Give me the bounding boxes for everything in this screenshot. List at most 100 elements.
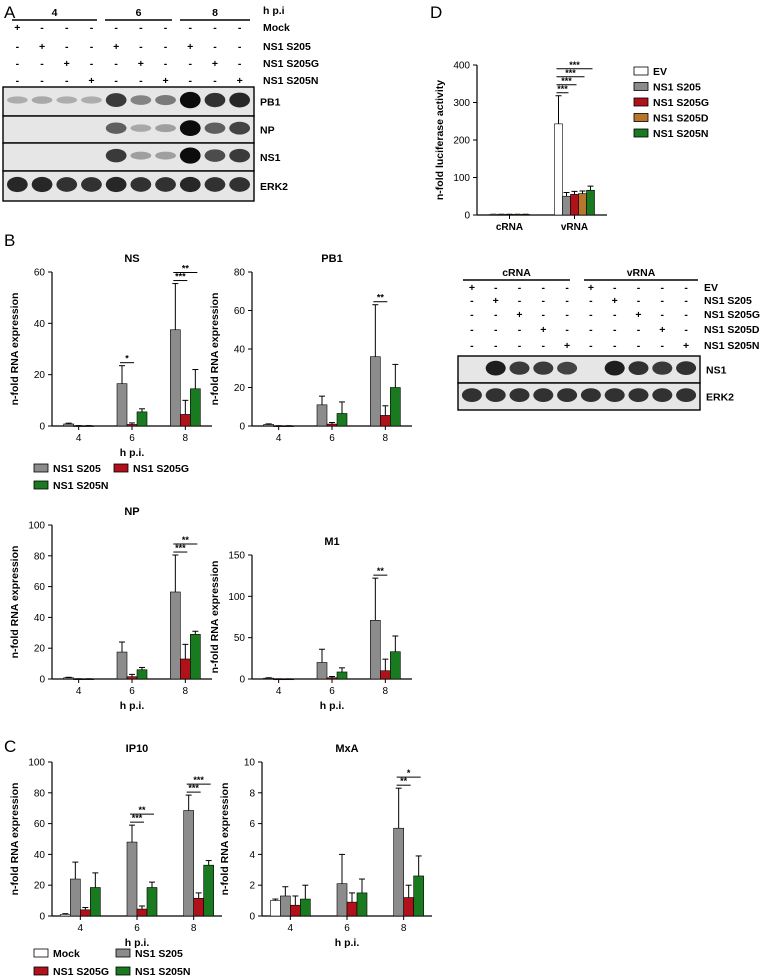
bar-ns1-s205n-8	[190, 388, 201, 427]
legend-swatch-ev	[633, 66, 649, 76]
bar-ns1-s205n-vrna	[586, 189, 595, 216]
bar-ns1-s205n-4	[283, 678, 294, 681]
blot-band	[204, 177, 226, 192]
bar-ns1-s205g-8	[403, 897, 414, 917]
bar-ns1-s205-vrna	[562, 195, 571, 216]
blot-band	[676, 388, 697, 403]
x-tick-label: 6	[129, 433, 135, 444]
chart-title: M1	[324, 536, 339, 548]
blot-band	[56, 96, 78, 104]
bar-ns1-s205g-6	[326, 677, 338, 680]
treatment-sign: -	[542, 309, 546, 321]
x-tick-label: 8	[183, 433, 189, 444]
bar-ns1-s205n-6	[356, 892, 368, 917]
treatment-sign: +	[516, 309, 522, 321]
x-tick-label: 4	[276, 686, 282, 697]
y-tick-label: 10	[244, 758, 256, 769]
blot-label-pb1: PB1	[260, 97, 281, 109]
legend-label-ns1-s205d: NS1 S205D	[653, 113, 709, 125]
y-tick-label: 60	[34, 268, 46, 279]
y-tick-label: 400	[453, 61, 470, 72]
blot-band	[155, 177, 176, 192]
lane-group-label: 6	[136, 7, 142, 19]
bar-ns1-s205n-6	[136, 669, 148, 680]
treatment-sign: -	[90, 41, 94, 53]
legend-label-ns1-s205: NS1 S205	[135, 948, 183, 960]
blot-band	[179, 176, 201, 193]
x-axis-label: h p.i.	[320, 700, 345, 712]
x-tick-label: 6	[344, 923, 350, 934]
treatment-row-label: NS1 S205	[263, 41, 311, 53]
treatment-sign: -	[542, 340, 546, 352]
treatment-sign: -	[213, 22, 217, 34]
x-tick-label: 4	[288, 923, 294, 934]
treatment-sign: +	[187, 41, 193, 53]
bar-ns1-s205d-crna	[513, 214, 522, 216]
bar-ns1-s205n-4	[83, 678, 94, 680]
legend-panel-b: NS1 S205 NS1 S205G NS1 S205N	[33, 463, 189, 492]
significance-label: **	[182, 264, 190, 274]
blot-band	[628, 388, 649, 403]
treatment-sign: -	[565, 295, 569, 307]
treatment-sign: -	[637, 340, 641, 352]
treatment-sign: -	[684, 324, 688, 336]
x-axis-label: h p.i.	[120, 700, 145, 712]
bar-ns1-s205g-4	[73, 678, 84, 680]
blot-label-ns1: NS1	[260, 152, 281, 164]
significance-label: **	[400, 776, 408, 786]
bar-ns1-s205-6	[316, 404, 328, 427]
treatment-sign: -	[613, 282, 617, 294]
y-axis-label: n-fold RNA expression	[209, 293, 221, 406]
panel-letter-a: A	[4, 3, 16, 22]
chart-pb1: PB1 0 20 40 60 80 4 6 8 n-fold RNA expression **	[209, 253, 412, 444]
blot-band	[155, 124, 176, 133]
blot-band	[204, 149, 226, 162]
blot-label-erk2: ERK2	[706, 392, 734, 404]
bar-ns1-s205n-4	[83, 425, 94, 427]
bar-ns1-s205g-6	[136, 908, 148, 917]
bar-ns1-s205g-6	[126, 424, 138, 427]
blot-band	[509, 361, 530, 375]
blot-band	[56, 177, 78, 192]
bar-ns1-s205g-8	[193, 897, 204, 917]
blot-band	[155, 151, 176, 160]
treatment-sign: -	[494, 309, 498, 321]
blot-band	[229, 148, 251, 163]
bar-ns1-s205g-8	[180, 658, 191, 680]
bar-ns1-s205-crna	[497, 214, 506, 216]
bar-ns1-s205n-crna	[521, 214, 530, 216]
treatment-sign: -	[40, 58, 44, 70]
treatment-row-label: NS1 S205G	[704, 309, 760, 321]
treatment-row-label: NS1 S205D	[704, 324, 760, 336]
treatment-sign: -	[114, 75, 118, 87]
blot-band	[533, 361, 554, 375]
x-axis-label: h p.i.	[125, 937, 150, 949]
legend-label-ns1-s205n: NS1 S205N	[135, 966, 190, 978]
y-tick-label: 4	[249, 850, 255, 861]
blot-band	[509, 388, 530, 403]
y-axis-label: n-fold RNA expression	[9, 293, 21, 406]
y-tick-label: 60	[34, 582, 46, 593]
treatment-sign: -	[494, 340, 498, 352]
significance-label: ***	[175, 543, 186, 553]
blot-band	[229, 177, 251, 192]
treatment-sign: -	[637, 295, 641, 307]
bar-ev-vrna	[554, 123, 563, 216]
treatment-sign: -	[565, 309, 569, 321]
bar-ns1-s205-8	[370, 356, 381, 427]
blot-band	[604, 360, 625, 376]
x-tick-label: 8	[401, 923, 407, 934]
significance-label: **	[377, 293, 385, 303]
significance-label: *	[125, 354, 129, 364]
bar-ns1-s205n-4	[300, 898, 311, 917]
y-tick-label: 0	[39, 422, 45, 433]
treatment-sign: -	[661, 282, 665, 294]
chart-mxa: MxA 0 2 4 6 8 10 4 6 8 h p.i. n-fold RNA expression…	[219, 743, 432, 949]
legend-panel-d: EV NS1 S205 NS1 S205G NS1 S205D NS1 S205N	[633, 66, 709, 140]
legend-swatch-ns1-s205	[633, 82, 649, 91]
y-tick-label: 60	[34, 819, 46, 830]
treatment-sign: -	[164, 41, 168, 53]
treatment-sign: -	[238, 22, 242, 34]
treatment-sign: -	[189, 22, 193, 34]
blot-band	[105, 176, 127, 193]
